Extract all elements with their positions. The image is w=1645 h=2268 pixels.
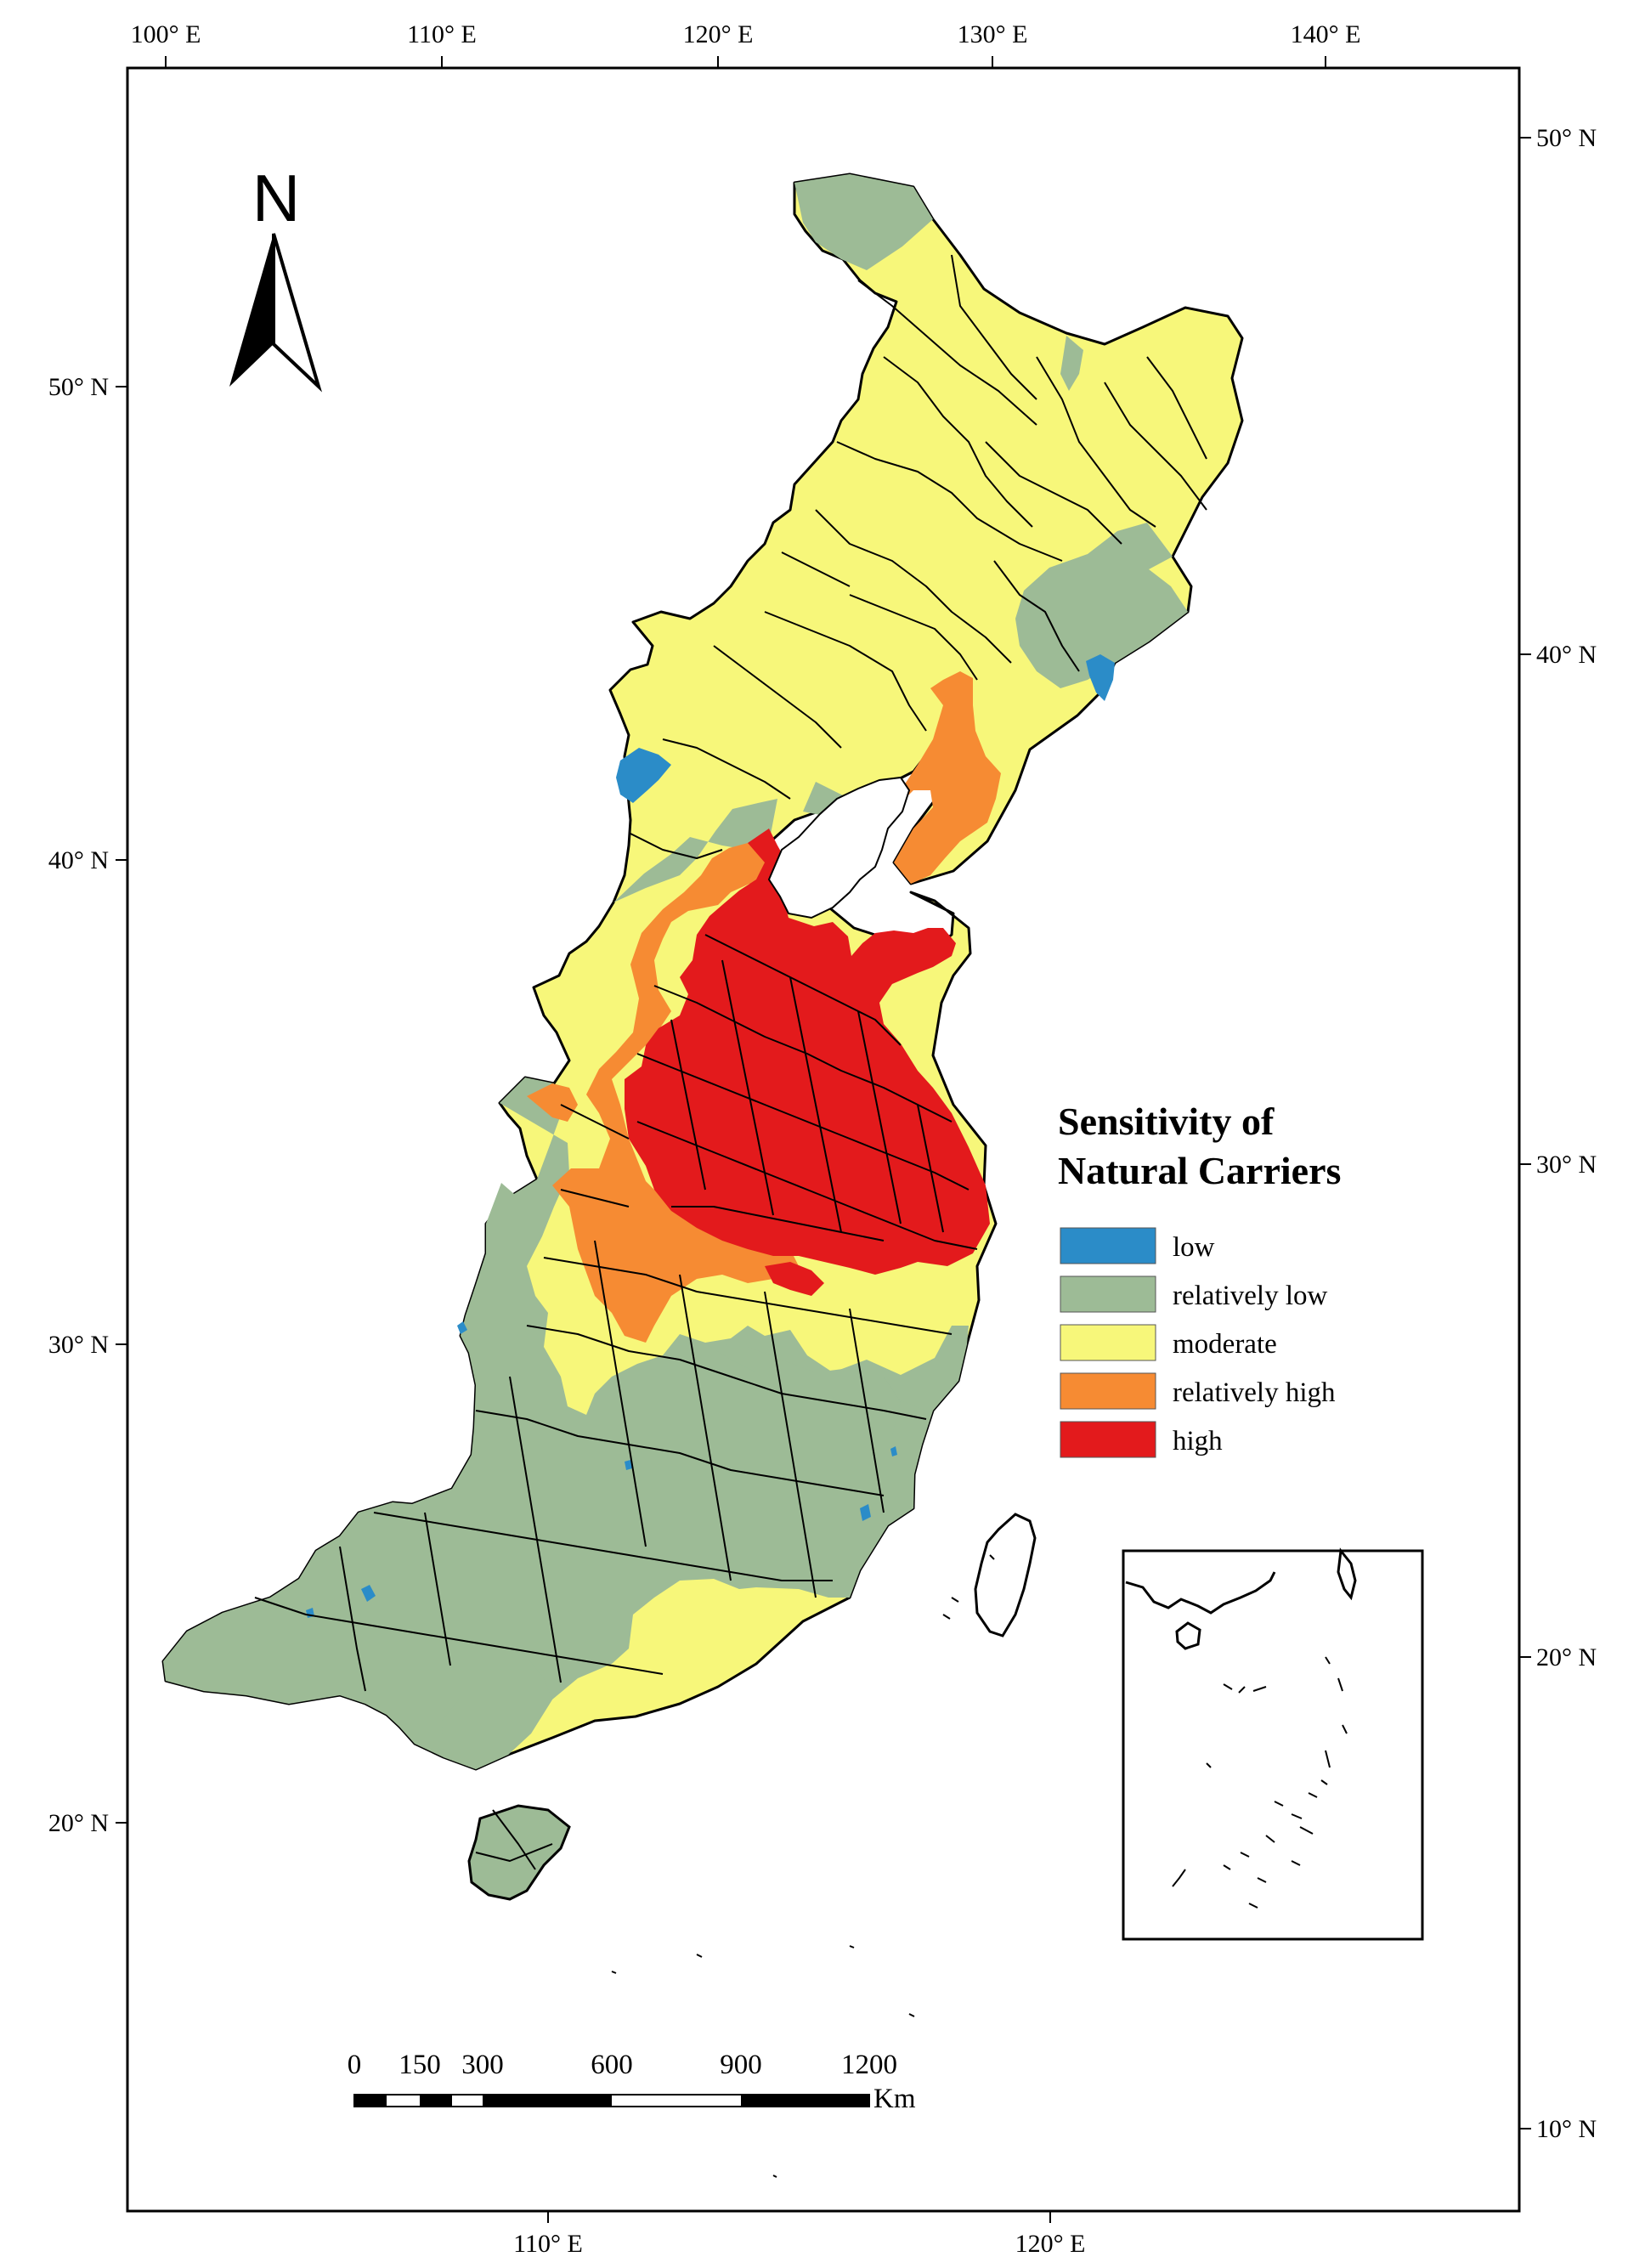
tick-label: 140° E <box>1291 20 1361 48</box>
legend-swatch <box>1060 1227 1156 1264</box>
north-arrow-light-half <box>272 233 323 393</box>
taiwan-island <box>974 1513 1037 1637</box>
north-arrow-icon: N <box>229 161 323 393</box>
scattered-islands <box>611 1554 995 2178</box>
scale-label: 900 <box>720 2050 762 2080</box>
north-label: N <box>252 161 300 235</box>
bohai-sea <box>767 776 911 919</box>
low-regions <box>306 654 1115 1618</box>
legend-label: low <box>1173 1232 1215 1263</box>
scale-segment <box>741 2095 869 2107</box>
tick-label: 100° E <box>131 20 201 48</box>
legend-swatch <box>1060 1324 1156 1361</box>
left-tick-labels: 50° N 40° N 30° N 20° N <box>48 373 109 1837</box>
right-tick-labels: 50° N 40° N 30° N 20° N 10° N <box>1536 124 1597 2143</box>
legend-swatch <box>1060 1372 1156 1410</box>
legend-item: low <box>1060 1227 1215 1264</box>
legend-label: moderate <box>1173 1329 1277 1360</box>
legend-label: high <box>1173 1426 1223 1456</box>
tick-label: 30° N <box>1536 1151 1597 1179</box>
legend-title: Natural Carriers <box>1058 1149 1341 1192</box>
tick-label: 40° N <box>1536 641 1597 669</box>
inset-frame <box>1122 1549 1424 1941</box>
scale-segment <box>354 2095 387 2107</box>
legend: Sensitivity of Natural Carriers low rela… <box>1058 1100 1341 1458</box>
tick-label: 20° N <box>48 1809 109 1837</box>
legend-item: relatively low <box>1060 1275 1328 1313</box>
tick-label: 30° N <box>48 1331 109 1359</box>
legend-swatch <box>1060 1421 1156 1458</box>
top-tick-labels: 100° E 110° E 120° E 130° E 140° E <box>131 20 1361 48</box>
tick-label: 10° N <box>1536 2115 1597 2143</box>
legend-item: moderate <box>1060 1324 1277 1361</box>
legend-item: high <box>1060 1421 1223 1458</box>
tick-label: 110° E <box>513 2230 583 2258</box>
tick-label: 40° N <box>48 846 109 874</box>
legend-label: relatively high <box>1173 1377 1336 1408</box>
tick-label: 20° N <box>1536 1643 1597 1671</box>
hainan-island <box>467 1804 571 1901</box>
relatively-high-regions <box>527 671 1001 1343</box>
scale-label: 1200 <box>841 2050 897 2080</box>
tick-label: 130° E <box>958 20 1028 48</box>
tick-label: 120° E <box>1015 2230 1086 2258</box>
admin-boundaries <box>254 254 1207 1870</box>
scale-label: 0 <box>348 2050 362 2080</box>
legend-label: relatively low <box>1173 1281 1328 1311</box>
scale-bar: 0 150 300 600 900 1200 Km <box>348 2050 916 2114</box>
scale-segment <box>483 2095 612 2107</box>
bottom-tick-labels: 110° E 120° E <box>513 2230 1085 2258</box>
north-arrow-dark-half <box>229 234 274 387</box>
legend-swatch <box>1060 1275 1156 1313</box>
tick-label: 120° E <box>683 20 754 48</box>
tick-label: 50° N <box>1536 124 1597 152</box>
scale-label: 150 <box>399 2050 441 2080</box>
legend-item: relatively high <box>1060 1372 1336 1410</box>
inset-map <box>1122 1547 1424 1941</box>
scale-unit: Km <box>873 2084 916 2114</box>
tick-label: 110° E <box>407 20 477 48</box>
scale-label: 600 <box>591 2050 633 2080</box>
tick-label: 50° N <box>48 373 109 401</box>
scale-segment <box>420 2095 452 2107</box>
scale-label: 300 <box>461 2050 504 2080</box>
legend-title: Sensitivity of <box>1058 1100 1275 1143</box>
frame-ticks <box>116 56 1531 2223</box>
study-area-map <box>161 173 1424 2178</box>
